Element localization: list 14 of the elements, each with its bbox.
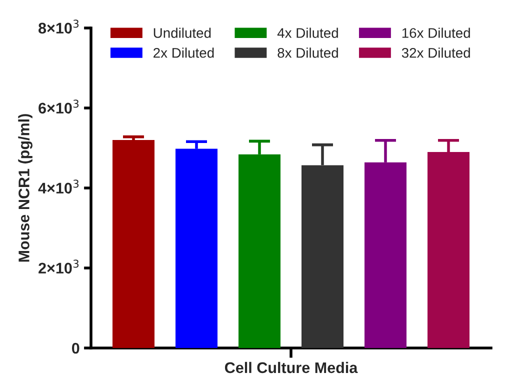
y-tick-label: 2×10$^{3}$ — [38, 260, 79, 274]
legend-label: 8x Diluted — [278, 48, 338, 58]
bar — [112, 140, 154, 348]
legend-label: 2x Diluted — [154, 48, 214, 58]
legend-label: 16x Diluted — [402, 28, 470, 38]
y-tick-label: 6×10$^{3}$ — [38, 100, 79, 114]
x-tick-label: Cell Culture Media — [224, 362, 358, 374]
y-tick-label: 0 — [72, 342, 80, 354]
legend-label: 4x Diluted — [277, 28, 338, 38]
y-tick-label: 8×10$^{3}$ — [38, 20, 79, 34]
y-axis-title: Mouse NCR1 (pg/ml) — [18, 114, 32, 262]
legend-label: Undiluted — [154, 28, 211, 38]
legend-label: 32x Diluted — [402, 48, 470, 58]
y-tick-label: 4×10$^{3}$ — [38, 180, 79, 194]
